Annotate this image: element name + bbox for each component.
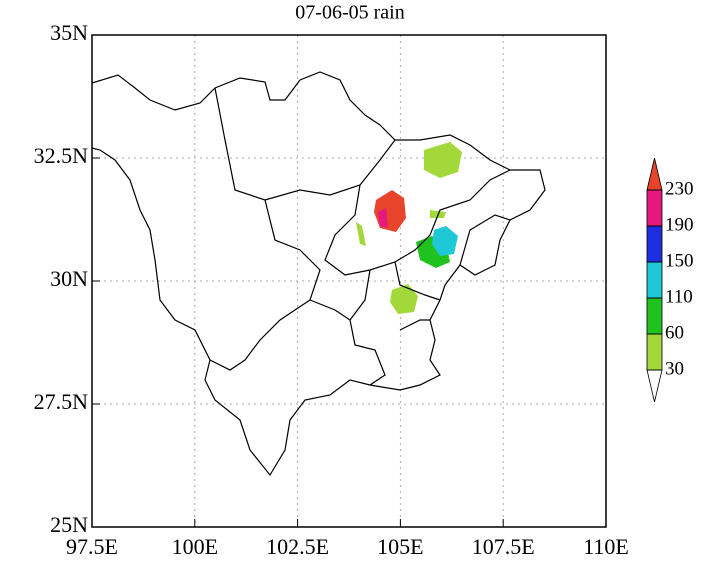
y-tick-label: 35N (50, 20, 88, 45)
rain-area (390, 284, 418, 314)
province-borders (91, 71, 546, 477)
colorbar-segment (646, 225, 663, 263)
rain-area (374, 190, 406, 232)
rain-area (378, 208, 388, 228)
y-tick-label: 25N (50, 512, 88, 537)
x-tick-label: 105E (377, 534, 423, 559)
plot-frame (91, 34, 607, 528)
colorbar-label: 190 (665, 214, 694, 235)
y-tick-label: 32.5N (34, 143, 89, 168)
colorbar-label: 110 (665, 286, 693, 307)
colorbar-segment (646, 297, 663, 335)
x-tick-label: 97.5E (66, 534, 118, 559)
colorbar-segment (646, 189, 663, 227)
colorbar-segment (646, 261, 663, 299)
x-tick-label: 110E (583, 534, 629, 559)
colorbar-label: 60 (665, 322, 684, 343)
district-border (309, 299, 430, 331)
y-tick-label: 30N (50, 266, 88, 291)
district-border (459, 214, 511, 266)
rain-area (356, 222, 366, 246)
district-border (394, 261, 441, 301)
colorbar-segment (646, 369, 663, 403)
grid (92, 35, 606, 527)
district-border (349, 269, 386, 386)
district-border (209, 199, 321, 371)
rain-area (432, 226, 458, 256)
colorbar-segment (646, 333, 663, 371)
axis-ticks: 97.5E 100E 102.5E 105E 107.5E 110E 25N 27.5N 30N… (34, 20, 629, 559)
district-border (214, 87, 396, 201)
x-tick-label: 107.5E (472, 534, 535, 559)
colorbar: 30 60 110 150 190 230 (646, 157, 694, 403)
colorbar-label: 150 (665, 250, 694, 271)
rain-areas (356, 142, 462, 314)
x-tick-label: 100E (172, 534, 218, 559)
x-tick-label: 102.5E (266, 534, 329, 559)
colorbar-segment (646, 157, 663, 191)
y-tick-label: 27.5N (34, 389, 89, 414)
colorbar-label: 30 (665, 358, 684, 379)
rain-area (424, 142, 462, 178)
chart-title: 07-06-05 rain (295, 2, 404, 24)
colorbar-label: 230 (665, 178, 694, 199)
